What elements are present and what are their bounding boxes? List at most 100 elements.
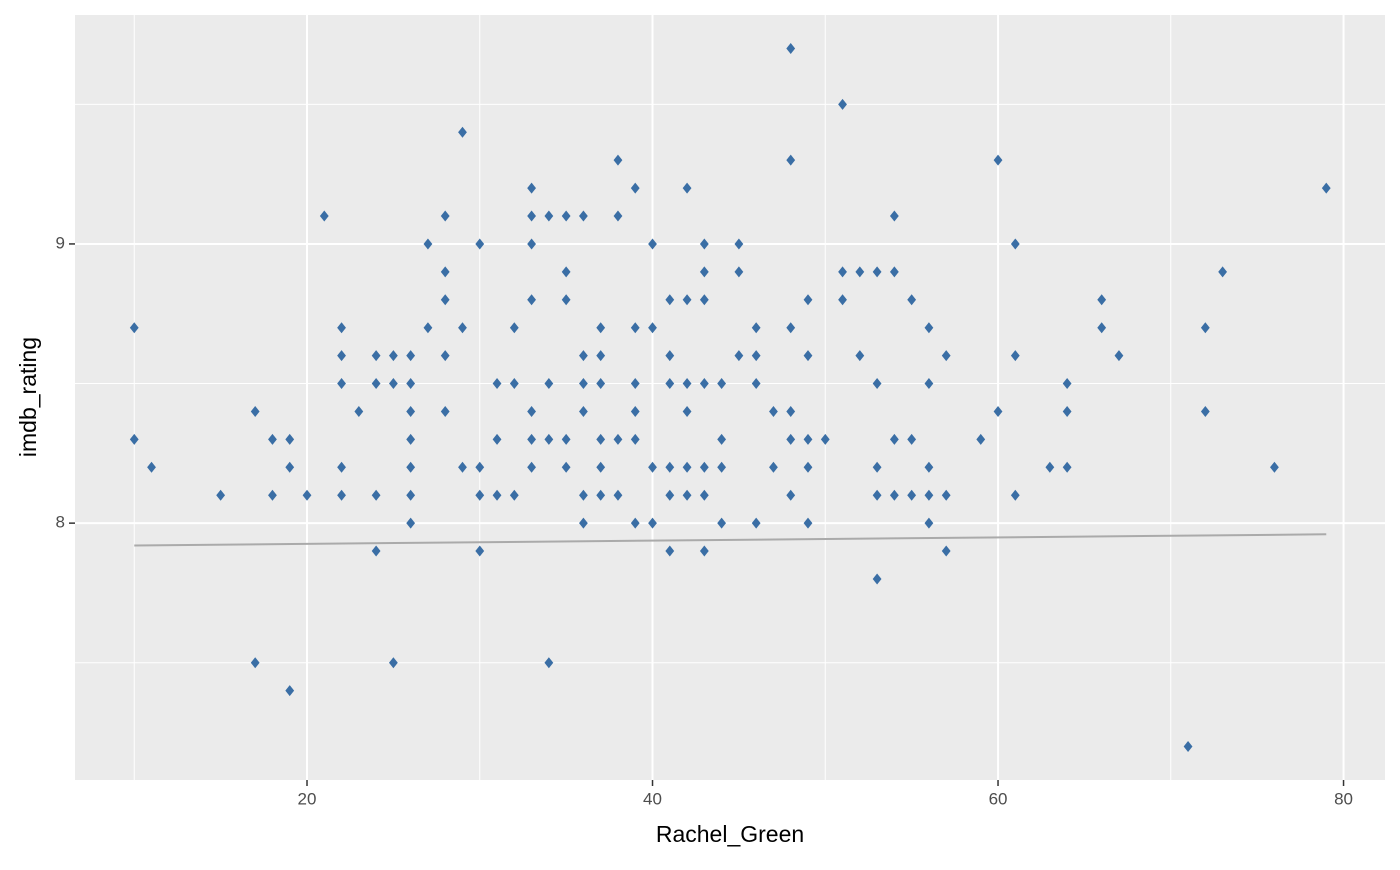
trend-line — [134, 533, 1327, 547]
point — [1218, 266, 1228, 278]
point — [803, 294, 813, 306]
point — [751, 322, 761, 334]
point — [440, 266, 450, 278]
point — [509, 378, 519, 390]
point — [613, 210, 623, 222]
point — [769, 461, 778, 473]
point — [1097, 322, 1107, 334]
point — [699, 489, 709, 501]
point — [319, 210, 329, 222]
point — [1010, 489, 1020, 501]
point — [406, 405, 416, 417]
point — [1062, 378, 1072, 390]
point — [855, 266, 865, 278]
point — [492, 378, 502, 390]
point — [976, 433, 986, 445]
point — [630, 182, 640, 194]
point — [527, 433, 536, 445]
point — [544, 657, 554, 669]
point — [872, 461, 882, 473]
point — [250, 405, 260, 417]
point — [682, 182, 692, 194]
point — [993, 154, 1003, 166]
point — [475, 238, 485, 250]
point — [751, 378, 761, 390]
point — [699, 294, 709, 306]
point — [458, 461, 467, 473]
point — [924, 517, 934, 529]
point — [406, 461, 416, 473]
point — [216, 489, 226, 501]
point — [1270, 461, 1279, 473]
point — [699, 266, 709, 278]
point — [1010, 238, 1020, 250]
point — [371, 378, 381, 390]
point — [1010, 350, 1020, 362]
point — [440, 294, 450, 306]
point — [682, 489, 692, 501]
y-tick-label: 8 — [56, 513, 65, 532]
point — [458, 126, 467, 138]
point — [492, 489, 502, 501]
x-tick-label: 40 — [643, 789, 662, 808]
x-tick-label: 80 — [1334, 789, 1353, 808]
point — [786, 43, 796, 55]
point — [1114, 350, 1124, 362]
point — [665, 489, 675, 501]
point — [509, 489, 519, 501]
point — [734, 266, 744, 278]
x-axis-title: Rachel_Green — [656, 821, 804, 847]
y-tick-label: 9 — [56, 233, 65, 252]
point — [1200, 405, 1210, 417]
point — [1045, 461, 1055, 473]
point — [786, 322, 796, 334]
point — [889, 489, 899, 501]
point — [475, 461, 485, 473]
point — [285, 433, 295, 445]
point — [596, 350, 606, 362]
point — [872, 573, 882, 585]
point — [682, 405, 692, 417]
point — [699, 238, 709, 250]
point — [630, 322, 640, 334]
point — [268, 489, 277, 501]
point — [388, 350, 398, 362]
point — [561, 210, 571, 222]
point — [786, 433, 796, 445]
point — [337, 378, 346, 390]
point — [751, 517, 761, 529]
point — [1200, 322, 1210, 334]
point — [786, 154, 796, 166]
point — [129, 433, 139, 445]
point — [665, 545, 675, 557]
point — [406, 489, 416, 501]
point — [630, 378, 640, 390]
point — [872, 489, 882, 501]
point — [406, 433, 416, 445]
point — [596, 378, 606, 390]
point — [302, 489, 312, 501]
point — [527, 210, 536, 222]
point — [337, 461, 346, 473]
point — [1062, 461, 1072, 473]
point — [1321, 182, 1331, 194]
point — [889, 210, 899, 222]
point — [492, 433, 502, 445]
point — [682, 378, 692, 390]
point — [250, 657, 260, 669]
point — [838, 294, 847, 306]
point — [579, 489, 588, 501]
point — [872, 266, 882, 278]
point — [388, 378, 398, 390]
point — [734, 350, 744, 362]
point — [786, 489, 796, 501]
point — [527, 182, 536, 194]
point — [406, 350, 416, 362]
point — [268, 433, 277, 445]
point — [561, 461, 571, 473]
point — [872, 378, 882, 390]
point — [699, 461, 709, 473]
point — [440, 210, 450, 222]
point — [699, 545, 709, 557]
